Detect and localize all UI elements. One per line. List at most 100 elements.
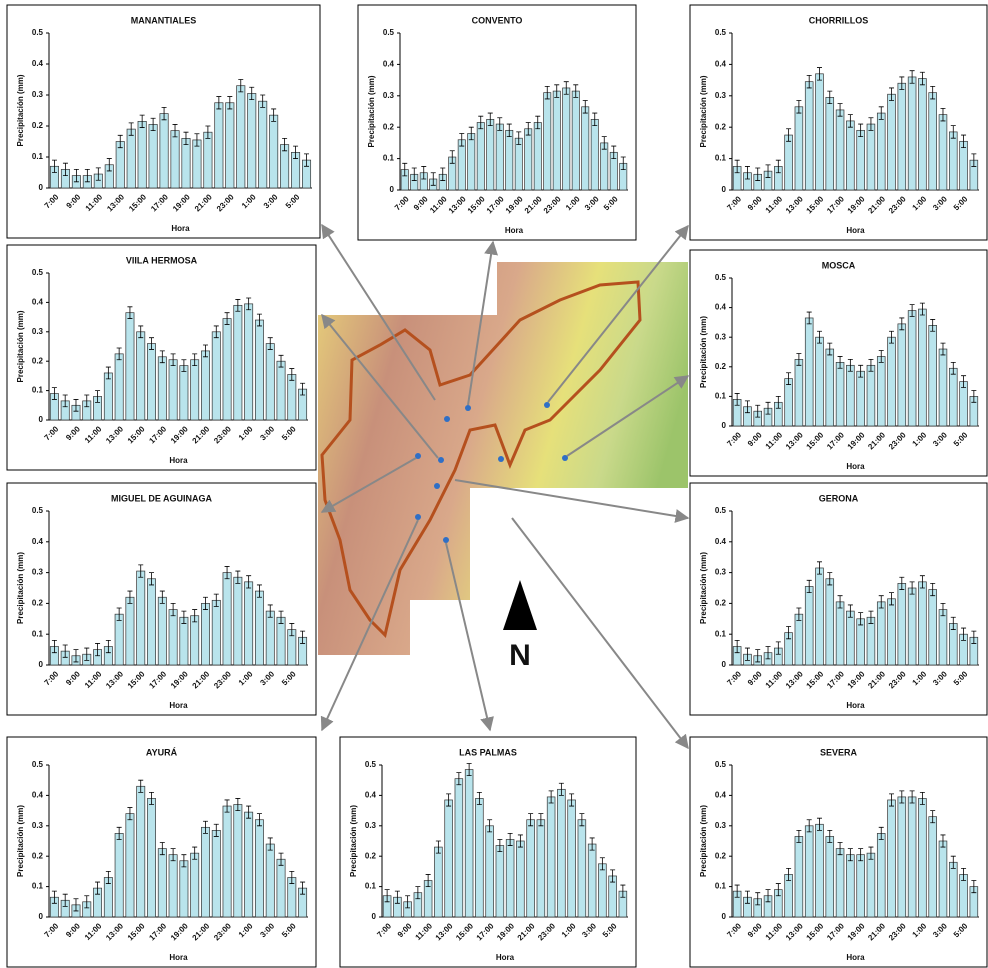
chart-title: GERONA: [819, 493, 859, 503]
bar: [795, 359, 803, 426]
bar: [212, 332, 220, 420]
bar: [795, 836, 803, 917]
y-axis-label: Precipitación (mm): [16, 310, 25, 382]
bar: [255, 320, 263, 420]
station: [465, 405, 471, 411]
bar: [158, 357, 166, 420]
bar: [918, 582, 926, 665]
bar: [877, 356, 885, 426]
bar: [836, 110, 844, 190]
bar: [255, 820, 263, 917]
bar: [846, 855, 854, 917]
y-tick-label: 0.3: [32, 568, 44, 577]
chart-title: MANANTIALES: [131, 15, 197, 25]
y-axis-label: Precipitación (mm): [699, 316, 708, 388]
bar: [182, 138, 190, 188]
bar: [578, 820, 586, 917]
bar: [126, 597, 134, 665]
bar: [826, 349, 834, 426]
y-tick-label: 0.4: [32, 298, 44, 307]
bar: [826, 836, 834, 917]
bar: [816, 74, 824, 190]
y-tick-label: 0.2: [32, 851, 44, 860]
bar: [846, 121, 854, 190]
y-tick-label: 0.3: [383, 91, 395, 100]
y-tick-label: 0.5: [383, 28, 395, 37]
bar: [785, 135, 793, 190]
bar: [506, 839, 514, 917]
x-axis-label: Hora: [169, 953, 188, 962]
bar: [805, 826, 813, 917]
chart-title: MOSCA: [822, 260, 856, 270]
bar: [147, 798, 155, 917]
bar: [234, 305, 242, 420]
bar: [908, 77, 916, 190]
bar: [158, 849, 166, 917]
bar: [918, 79, 926, 190]
y-tick-label: 0.3: [715, 91, 727, 100]
chart: MOSCAPrecipitación (mm)Hora00.10.20.30.4…: [690, 250, 987, 476]
bar: [515, 138, 522, 190]
x-axis-label: Hora: [169, 456, 188, 465]
bar: [795, 107, 803, 190]
bar: [149, 124, 157, 188]
bar: [785, 379, 793, 426]
y-tick-label: 0: [722, 912, 727, 921]
y-tick-label: 0: [372, 912, 377, 921]
bar: [126, 313, 134, 420]
bar: [908, 797, 916, 917]
y-axis-label: Precipitación (mm): [16, 805, 25, 877]
station: [544, 402, 550, 408]
x-axis-label: Hora: [171, 224, 190, 233]
bar: [929, 817, 937, 917]
bar: [147, 579, 155, 665]
y-tick-label: 0.4: [715, 537, 727, 546]
bar: [204, 132, 212, 188]
bar: [496, 846, 504, 917]
y-tick-label: 0: [39, 183, 44, 192]
bar: [115, 833, 123, 917]
bar: [867, 124, 875, 190]
bar: [888, 337, 896, 426]
bar: [898, 797, 906, 917]
y-tick-label: 0.2: [715, 851, 727, 860]
bar: [169, 610, 177, 665]
bar: [127, 129, 135, 188]
bar: [816, 337, 824, 426]
y-tick-label: 0.2: [715, 599, 727, 608]
bar: [591, 119, 598, 190]
y-tick-label: 0: [390, 185, 395, 194]
station: [434, 483, 440, 489]
y-tick-label: 0.1: [715, 154, 727, 163]
bar: [215, 103, 223, 188]
bar: [960, 141, 968, 190]
y-tick-label: 0: [722, 421, 727, 430]
y-tick-label: 0.3: [715, 821, 727, 830]
bar: [201, 351, 209, 420]
y-tick-label: 0.5: [715, 273, 727, 282]
bar: [277, 617, 285, 665]
bar: [867, 365, 875, 426]
bar: [465, 770, 473, 917]
bar: [138, 121, 146, 188]
bar: [434, 847, 442, 917]
bar: [237, 86, 245, 188]
y-tick-label: 0: [39, 660, 44, 669]
bar: [245, 812, 253, 917]
station: [438, 457, 444, 463]
bar: [836, 849, 844, 917]
bar: [191, 853, 199, 917]
bar: [557, 789, 565, 917]
bar: [266, 344, 274, 420]
y-tick-label: 0.4: [715, 303, 727, 312]
bar: [537, 820, 545, 917]
bar: [857, 619, 865, 665]
bar: [487, 119, 494, 190]
y-tick-label: 0.4: [715, 60, 727, 69]
bar: [949, 132, 957, 190]
y-tick-label: 0.1: [32, 882, 44, 891]
bar: [445, 800, 453, 917]
bar: [898, 583, 906, 665]
